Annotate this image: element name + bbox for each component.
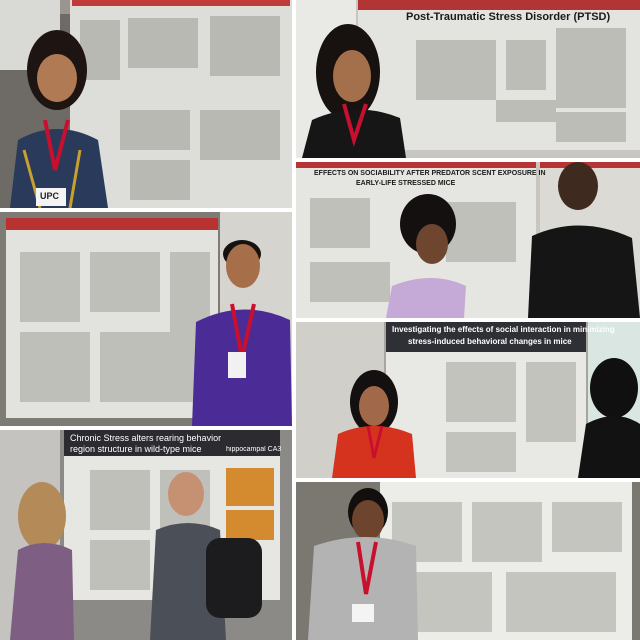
photo-middle-left	[0, 212, 292, 426]
photo-bottom-left: Chronic Stress alters rearing behavior r…	[0, 430, 292, 640]
photo-middle-right: EFFECTS ON SOCIABILITY AFTER PREDATOR SC…	[296, 162, 640, 318]
poster-title-line1: EFFECTS ON SOCIABILITY AFTER PREDATOR SC…	[314, 170, 546, 177]
photo-top-right: Post-Traumatic Stress Disorder (PTSD)	[296, 0, 640, 158]
poster-title-line2: EARLY-LIFE STRESSED MICE	[356, 180, 456, 187]
poster-title-line1: Investigating the effects of social inte…	[392, 326, 615, 334]
photo-center-right: Investigating the effects of social inte…	[296, 322, 640, 478]
photo-bottom-right	[296, 482, 640, 640]
poster-title-line1: Chronic Stress alters rearing behavior	[70, 434, 222, 443]
photo-top-left: UPC	[0, 0, 292, 208]
poster-title: Post-Traumatic Stress Disorder (PTSD)	[406, 12, 611, 23]
badge-text: UPC	[40, 192, 60, 201]
poster-title-line2: region structure in wild-type mice	[70, 445, 202, 454]
poster-side-text: hippocampal CA3	[226, 446, 282, 453]
poster-title-line2: stress-induced behavioral changes in mic…	[408, 338, 572, 346]
